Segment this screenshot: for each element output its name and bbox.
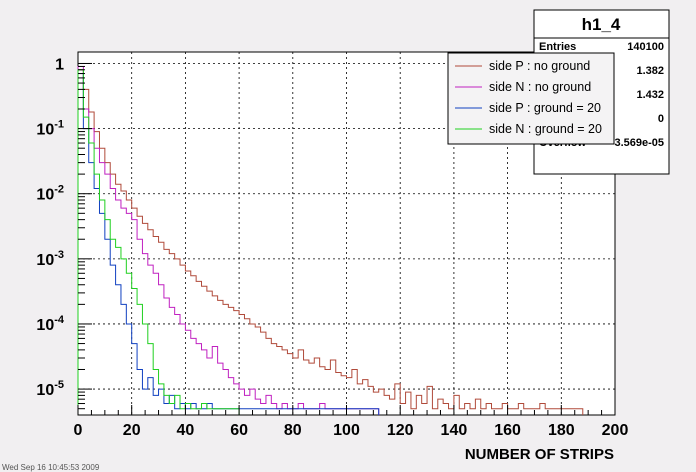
series-line [77,69,584,415]
y-tick-exponent: -5 [54,379,64,391]
y-tick-exponent: -3 [54,249,64,261]
y-tick-label: 10-5 [36,379,64,399]
stats-value: 3.569e-05 [614,137,664,149]
x-tick-label: 80 [284,422,302,439]
x-tick-label: 0 [74,422,83,439]
y-tick-label: 10-1 [36,119,64,139]
y-tick-label: 10-2 [36,184,64,204]
stats-value: 1.382 [636,65,664,77]
y-tick-exponent: -4 [54,314,65,326]
y-tick-exponent: -2 [54,184,64,196]
series-line [77,69,240,415]
stats-title: h1_4 [582,15,621,34]
x-tick-label: 60 [230,422,248,439]
y-tick-exponent: -1 [54,119,64,131]
stats-label: Entries [539,41,576,53]
x-tick-label: 180 [548,422,575,439]
legend: side P : no ground side N : no ground side… [447,52,615,145]
y-tick-label: 1 [55,56,64,73]
footer-timestamp: Wed Sep 16 10:45:53 2009 [2,463,100,472]
y-tick-label: 10-3 [36,249,64,269]
x-tick-label: 20 [123,422,141,439]
axes: 0 20 40 60 80 100 120 140 160 180 200 1 10-1 10-2 10-3… [36,56,628,439]
stats-value: 1.432 [636,89,664,101]
x-axis-label: NUMBER OF STRIPS [465,446,614,463]
y-tick-label: 10-4 [36,314,64,334]
legend-entry-label: side P : no ground [489,59,590,73]
legend-entry-label: side N : no ground [489,80,591,94]
x-tick-label: 140 [441,422,468,439]
x-tick-label: 40 [177,422,195,439]
legend-entry-label: side P : ground = 20 [489,101,601,115]
x-tick-label: 120 [387,422,414,439]
stats-value: 140100 [627,41,664,53]
x-tick-label: 100 [333,422,360,439]
legend-entry-label: side N : ground = 20 [489,122,602,136]
x-tick-label: 160 [494,422,521,439]
stats-value: 0 [658,113,664,125]
x-tick-label: 200 [602,422,629,439]
